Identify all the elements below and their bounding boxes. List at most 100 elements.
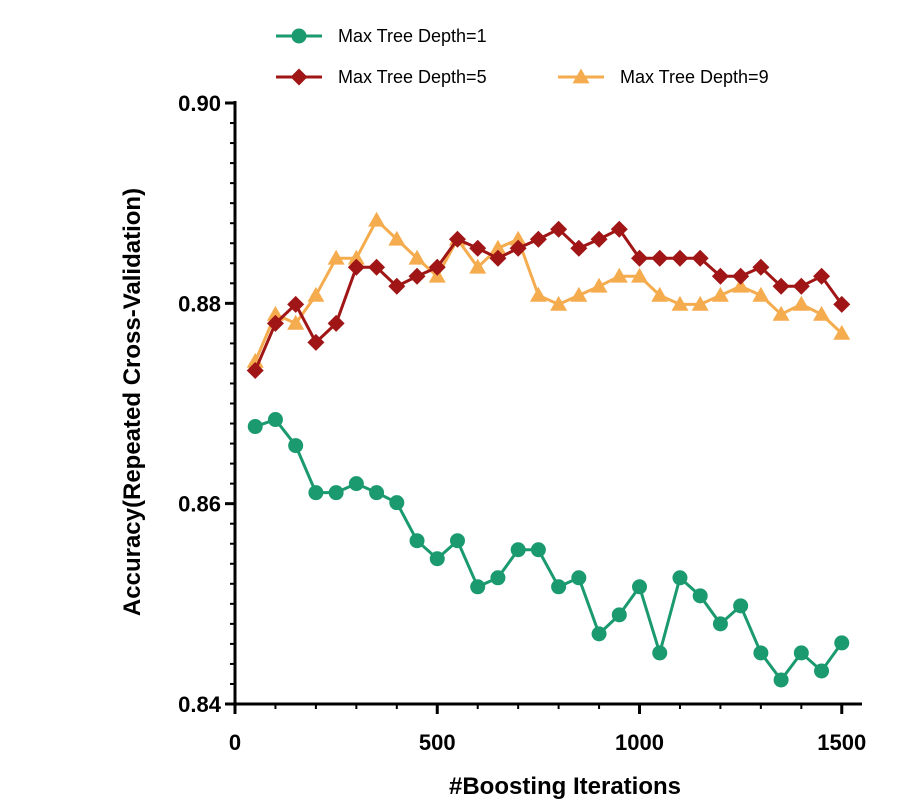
x-tick-label: 500: [419, 730, 456, 755]
data-point: [833, 295, 851, 313]
axes: 0.84 0.86 0.88 0.90 0 500 1000 1500: [178, 91, 866, 755]
data-point: [368, 211, 386, 227]
series-layer: [246, 211, 851, 688]
data-point: [590, 230, 608, 248]
data-point: [469, 239, 487, 257]
data-point: [287, 295, 305, 313]
legend-item: Max Tree Depth=5: [276, 67, 487, 87]
data-point: [752, 286, 770, 302]
data-point: [408, 267, 426, 285]
x-tick-label: 1000: [615, 730, 664, 755]
data-point: [327, 314, 345, 332]
data-point: [752, 258, 770, 276]
series-max-tree-depth-9: [246, 211, 851, 368]
data-point: [530, 542, 546, 558]
y-tick-label: 0.84: [178, 692, 222, 717]
data-point: [652, 645, 668, 661]
data-point: [813, 305, 831, 321]
data-point: [408, 249, 426, 265]
data-point: [489, 249, 507, 267]
data-point: [529, 230, 547, 248]
data-point: [711, 267, 729, 285]
data-point: [651, 286, 669, 302]
data-point: [631, 267, 649, 283]
data-point: [550, 220, 568, 238]
data-point: [610, 220, 628, 238]
data-point: [550, 295, 568, 311]
data-point: [266, 305, 284, 321]
data-point: [470, 579, 486, 595]
data-point: [571, 570, 587, 586]
data-point: [671, 249, 689, 267]
data-point: [449, 533, 465, 549]
data-point: [591, 626, 607, 642]
data-point: [651, 249, 669, 267]
data-point: [509, 239, 527, 257]
data-point: [733, 598, 749, 614]
data-point: [490, 570, 506, 586]
data-point: [246, 361, 264, 379]
series-max-tree-depth-5: [246, 220, 851, 379]
legend-label: Max Tree Depth=5: [338, 67, 487, 87]
series-max-tree-depth-1: [247, 412, 850, 688]
data-point: [570, 286, 588, 302]
data-point: [389, 495, 405, 511]
data-point: [469, 258, 487, 274]
y-tick-label: 0.86: [178, 492, 221, 517]
data-point: [671, 295, 689, 311]
data-point: [793, 645, 809, 661]
data-point: [772, 305, 790, 321]
data-point: [813, 267, 831, 285]
data-point: [792, 295, 810, 311]
series-line: [253, 217, 843, 363]
data-point: [753, 645, 769, 661]
legend-marker: [290, 68, 308, 86]
legend: Max Tree Depth=1 Max Tree Depth=5 Max Tree…: [276, 26, 769, 87]
data-point: [509, 230, 527, 246]
data-point: [773, 672, 789, 688]
y-tick-label: 0.88: [178, 291, 221, 316]
legend-marker: [572, 68, 590, 84]
data-point: [834, 635, 850, 651]
data-point: [529, 286, 547, 302]
data-point: [712, 616, 728, 632]
data-point: [267, 412, 283, 428]
data-point: [691, 249, 709, 267]
data-point: [429, 551, 445, 567]
data-point: [590, 277, 608, 293]
legend-marker: [291, 28, 307, 44]
data-point: [388, 277, 406, 295]
y-tick-label: 0.90: [178, 91, 221, 116]
legend-item: Max Tree Depth=1: [276, 26, 487, 46]
data-point: [692, 588, 708, 604]
data-point: [328, 485, 344, 501]
x-tick-label: 0: [229, 730, 241, 755]
data-point: [610, 267, 628, 283]
data-point: [833, 324, 851, 340]
data-point: [308, 485, 324, 501]
data-point: [489, 239, 507, 255]
data-point: [814, 663, 830, 679]
data-point: [369, 485, 385, 501]
data-point: [448, 230, 466, 248]
data-point: [348, 476, 364, 492]
data-point: [672, 570, 688, 586]
data-point: [711, 286, 729, 302]
legend-label: Max Tree Depth=9: [620, 67, 769, 87]
data-point: [772, 277, 790, 295]
y-axis-label: Accuracy(Repeated Cross-Validation): [119, 188, 146, 616]
data-point: [732, 267, 750, 285]
x-tick-label: 1500: [817, 730, 866, 755]
legend-label: Max Tree Depth=1: [338, 26, 487, 46]
data-point: [287, 314, 305, 330]
data-point: [347, 258, 365, 276]
x-axis-label: #Boosting Iterations: [449, 773, 681, 800]
data-point: [632, 579, 648, 595]
data-point: [388, 230, 406, 246]
data-point: [510, 542, 526, 558]
legend-item: Max Tree Depth=9: [558, 67, 769, 87]
data-point: [347, 249, 365, 265]
data-point: [691, 295, 709, 311]
data-point: [307, 286, 325, 302]
